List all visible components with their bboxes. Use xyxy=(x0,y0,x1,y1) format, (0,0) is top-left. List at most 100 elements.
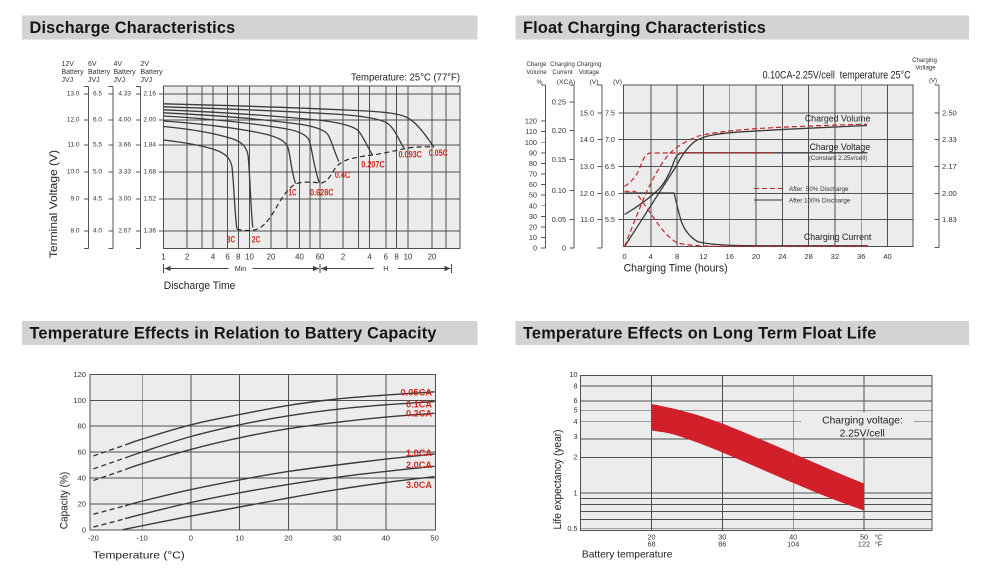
svg-text:11.0: 11.0 xyxy=(580,215,594,224)
svg-text:0.25: 0.25 xyxy=(552,97,566,106)
svg-text:120: 120 xyxy=(525,117,537,126)
svg-text:Capacity (%): Capacity (%) xyxy=(59,472,71,530)
svg-text:100: 100 xyxy=(73,396,86,405)
svg-text:Charged Volume: Charged Volume xyxy=(805,113,871,123)
svg-text:2: 2 xyxy=(341,252,345,261)
svg-text:4.33: 4.33 xyxy=(118,91,131,98)
svg-text:Float Charging Characteristics: Float Charging Characteristics xyxy=(523,19,766,37)
svg-text:0.10: 0.10 xyxy=(552,186,566,195)
svg-text:Discharge Time: Discharge Time xyxy=(164,280,236,292)
svg-text:Charging: Charging xyxy=(550,61,575,68)
svg-text:60: 60 xyxy=(316,252,325,261)
svg-text:10: 10 xyxy=(569,370,577,379)
svg-text:2.00: 2.00 xyxy=(143,117,156,124)
svg-text:60: 60 xyxy=(78,448,86,457)
svg-text:30: 30 xyxy=(529,212,537,221)
svg-text:Charge: Charge xyxy=(527,61,548,68)
svg-text:4: 4 xyxy=(211,252,216,261)
svg-text:Voltage: Voltage xyxy=(579,69,600,76)
svg-text:6.5: 6.5 xyxy=(605,162,615,171)
svg-text:Battery: Battery xyxy=(141,69,164,76)
svg-text:7.5: 7.5 xyxy=(605,109,615,118)
svg-text:6: 6 xyxy=(225,252,229,261)
svg-text:2C: 2C xyxy=(252,235,261,245)
svg-text:40: 40 xyxy=(382,534,390,543)
svg-text:50: 50 xyxy=(860,533,868,542)
svg-text:60: 60 xyxy=(529,180,537,189)
svg-text:50: 50 xyxy=(430,534,438,543)
svg-text:8: 8 xyxy=(675,252,679,261)
svg-text:0.628C: 0.628C xyxy=(310,188,334,198)
svg-text:(V): (V) xyxy=(929,78,937,85)
svg-text:3: 3 xyxy=(573,432,577,441)
svg-text:Battery: Battery xyxy=(114,69,137,76)
svg-text:12.0: 12.0 xyxy=(67,117,80,124)
svg-text:12: 12 xyxy=(699,252,707,261)
svg-text:JVJ: JVJ xyxy=(114,77,126,84)
svg-text:20: 20 xyxy=(647,533,655,542)
svg-text:4V: 4V xyxy=(114,61,123,68)
svg-text:30: 30 xyxy=(333,534,341,543)
svg-text:10: 10 xyxy=(245,252,254,261)
svg-text:0.05: 0.05 xyxy=(552,215,566,224)
svg-text:6.0: 6.0 xyxy=(93,117,102,124)
svg-text:2.16: 2.16 xyxy=(143,91,156,98)
svg-text:8: 8 xyxy=(236,252,240,261)
svg-text:0.2CA: 0.2CA xyxy=(406,409,433,419)
svg-text:13.0: 13.0 xyxy=(67,91,80,98)
svg-text:14.0: 14.0 xyxy=(580,135,594,144)
svg-text:40: 40 xyxy=(295,252,304,261)
svg-text:Charging Time (hours): Charging Time (hours) xyxy=(624,263,728,275)
svg-text:1.68: 1.68 xyxy=(143,169,156,176)
svg-text:8: 8 xyxy=(573,381,577,390)
svg-text:JVJ: JVJ xyxy=(62,77,74,84)
svg-text:4.0: 4.0 xyxy=(93,228,102,235)
svg-text:0.05CA: 0.05CA xyxy=(401,387,433,397)
svg-text:Discharge Characteristics: Discharge Characteristics xyxy=(30,19,236,37)
svg-text:0.05C: 0.05C xyxy=(429,148,448,158)
svg-text:0.4C: 0.4C xyxy=(335,170,351,180)
svg-text:0.1CA: 0.1CA xyxy=(406,400,433,410)
svg-text:8: 8 xyxy=(394,252,398,261)
svg-text:10: 10 xyxy=(529,233,537,242)
svg-text:11.0: 11.0 xyxy=(67,142,80,149)
svg-text:1C: 1C xyxy=(289,188,297,198)
svg-text:0: 0 xyxy=(189,534,193,543)
svg-text:Charge Voltage: Charge Voltage xyxy=(810,142,871,152)
svg-text:Charging: Charging xyxy=(577,61,602,68)
svg-text:Terminal Voltage (V): Terminal Voltage (V) xyxy=(48,150,60,258)
svg-text:0.093C: 0.093C xyxy=(398,150,422,160)
svg-text:7.0: 7.0 xyxy=(605,135,615,144)
svg-text:10: 10 xyxy=(235,534,243,543)
svg-text:40: 40 xyxy=(883,252,891,261)
svg-text:Temperature: 25°C (77°F): Temperature: 25°C (77°F) xyxy=(351,72,460,84)
svg-text:20: 20 xyxy=(752,252,760,261)
svg-text:3C: 3C xyxy=(227,235,236,245)
svg-text:0.207C: 0.207C xyxy=(361,160,385,170)
svg-text:40: 40 xyxy=(529,201,537,210)
svg-text:1.84: 1.84 xyxy=(143,142,156,149)
svg-text:JVJ: JVJ xyxy=(141,77,153,84)
svg-text:Life expectancy (year): Life expectancy (year) xyxy=(552,430,564,530)
svg-text:3.33: 3.33 xyxy=(118,169,131,176)
svg-text:6: 6 xyxy=(573,396,577,405)
svg-text:20: 20 xyxy=(428,252,437,261)
svg-text:Volume: Volume xyxy=(526,69,547,76)
svg-text:Battery: Battery xyxy=(88,69,111,76)
svg-text:Voltage: Voltage xyxy=(915,65,936,72)
svg-text:20: 20 xyxy=(529,222,537,231)
svg-text:0: 0 xyxy=(82,526,86,535)
svg-text:2V: 2V xyxy=(141,61,150,68)
svg-text:2.00: 2.00 xyxy=(942,189,957,198)
svg-text:0: 0 xyxy=(562,244,566,253)
svg-text:30: 30 xyxy=(718,533,726,542)
svg-text:40: 40 xyxy=(78,474,86,483)
svg-text:4: 4 xyxy=(649,252,653,261)
svg-text:Temperature Effects in Relatio: Temperature Effects in Relation to Batte… xyxy=(30,325,437,343)
svg-text:JVJ: JVJ xyxy=(88,77,100,84)
svg-text:80: 80 xyxy=(78,422,86,431)
svg-text:3.00: 3.00 xyxy=(118,196,131,203)
svg-text:4.5: 4.5 xyxy=(93,196,102,203)
svg-text:10.0: 10.0 xyxy=(67,169,80,176)
svg-text:2.50: 2.50 xyxy=(942,109,957,118)
